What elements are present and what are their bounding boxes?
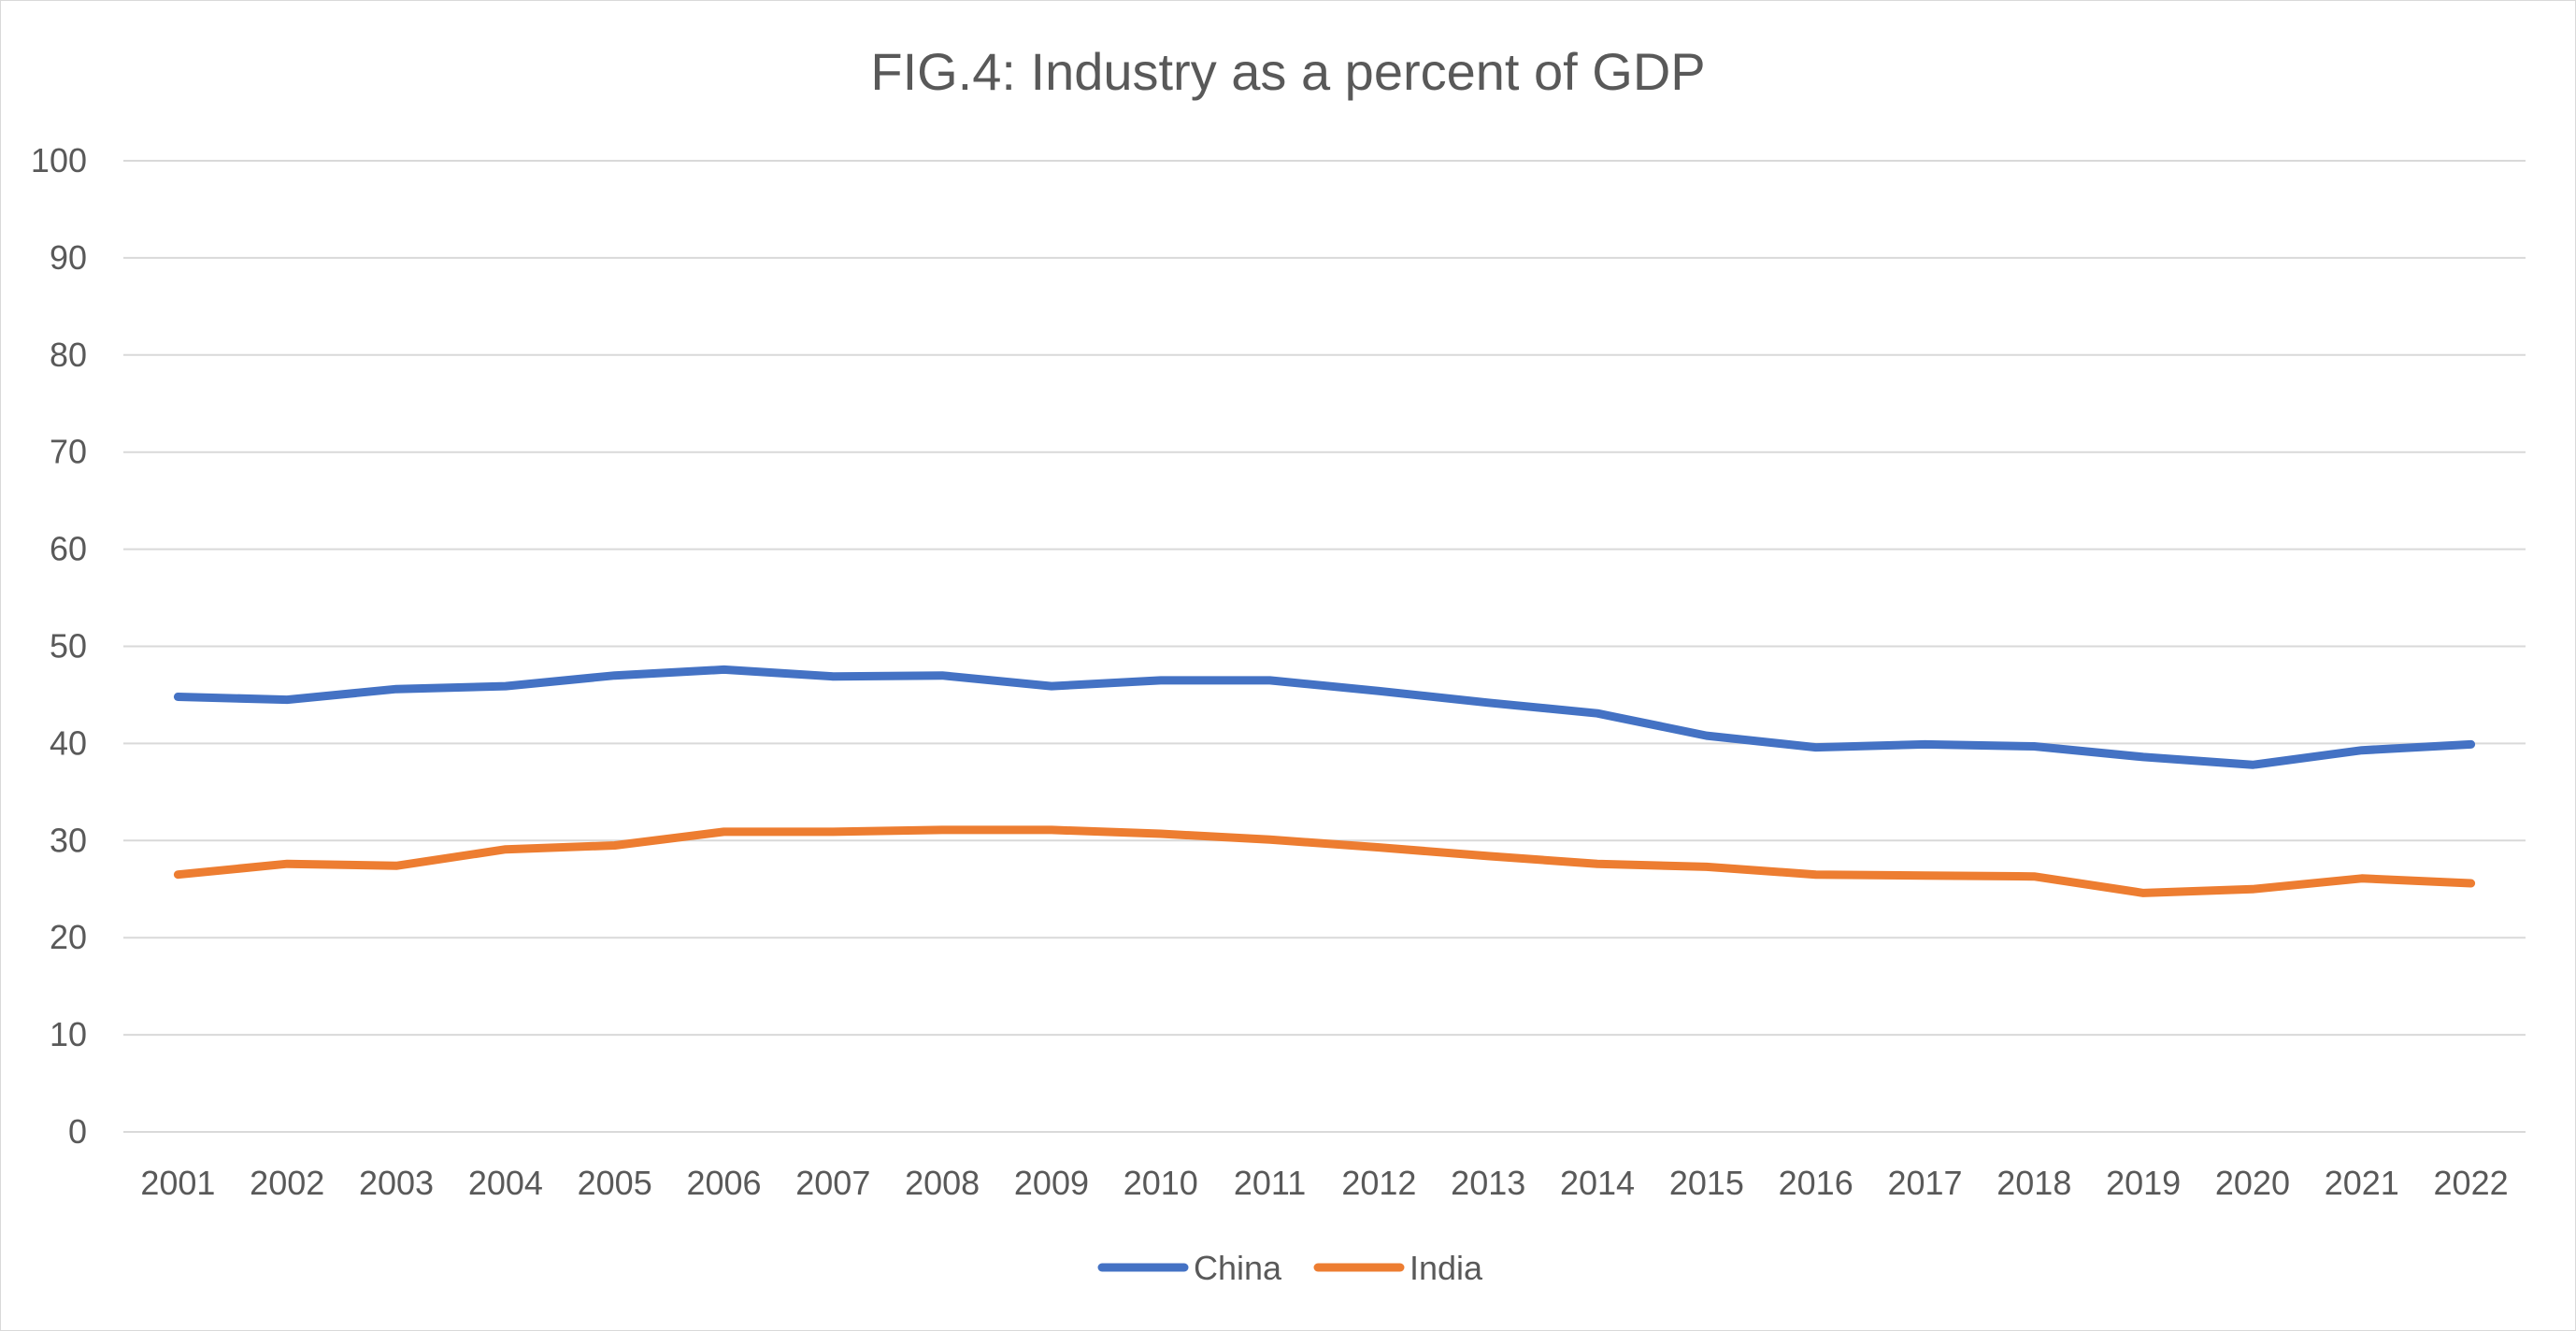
x-tick-label: 2013 bbox=[1451, 1164, 1525, 1202]
y-tick-label: 0 bbox=[68, 1112, 87, 1151]
series-line-india bbox=[173, 825, 2476, 897]
y-tick-label: 50 bbox=[50, 627, 87, 666]
x-tick-label: 2004 bbox=[468, 1164, 543, 1202]
x-tick-label: 2014 bbox=[1560, 1164, 1635, 1202]
legend-item-india[interactable]: India bbox=[1313, 1249, 1483, 1287]
x-tick-label: 2010 bbox=[1123, 1164, 1198, 1202]
y-tick-label: 20 bbox=[50, 918, 87, 956]
x-tick-label: 2003 bbox=[359, 1164, 434, 1202]
x-tick-label: 2011 bbox=[1234, 1164, 1306, 1202]
legend-label: India bbox=[1410, 1249, 1483, 1287]
gridlines bbox=[123, 160, 2526, 1133]
y-tick-label: 80 bbox=[50, 336, 87, 374]
y-tick-label: 90 bbox=[50, 238, 87, 277]
y-tick-label: 30 bbox=[50, 821, 87, 859]
y-tick-label: 10 bbox=[50, 1015, 87, 1053]
x-tick-label: 2016 bbox=[1779, 1164, 1853, 1202]
y-tick-label: 100 bbox=[31, 141, 87, 179]
x-tick-label: 2020 bbox=[2215, 1164, 2290, 1202]
x-tick-label: 2018 bbox=[1996, 1164, 2071, 1202]
y-tick-label: 40 bbox=[50, 723, 87, 762]
y-axis-tick-labels: 0 10 20 30 40 50 60 70 80 90 100 bbox=[31, 141, 87, 1151]
series-lines bbox=[173, 665, 2476, 897]
legend: China India bbox=[1097, 1249, 1483, 1287]
chart-title: FIG.4: Industry as a percent of GDP bbox=[870, 42, 1705, 101]
x-axis-tick-labels: 2001 2002 2003 2004 2005 2006 2007 2008 2009 2010… bbox=[140, 1164, 2508, 1202]
x-tick-label: 2022 bbox=[2434, 1164, 2509, 1202]
x-tick-label: 2009 bbox=[1014, 1164, 1089, 1202]
x-tick-label: 2007 bbox=[795, 1164, 870, 1202]
y-tick-label: 70 bbox=[50, 433, 87, 471]
x-tick-label: 2008 bbox=[905, 1164, 980, 1202]
x-tick-label: 2015 bbox=[1669, 1164, 1744, 1202]
x-tick-label: 2001 bbox=[140, 1164, 215, 1202]
x-tick-label: 2017 bbox=[1887, 1164, 1962, 1202]
x-tick-label: 2005 bbox=[578, 1164, 652, 1202]
x-tick-label: 2021 bbox=[2325, 1164, 2399, 1202]
x-tick-label: 2019 bbox=[2106, 1164, 2181, 1202]
y-tick-label: 60 bbox=[50, 530, 87, 568]
legend-label: China bbox=[1194, 1249, 1282, 1287]
x-tick-label: 2006 bbox=[686, 1164, 761, 1202]
legend-item-china[interactable]: China bbox=[1097, 1249, 1282, 1287]
x-tick-label: 2002 bbox=[250, 1164, 324, 1202]
series-line-china bbox=[173, 665, 2476, 769]
x-tick-label: 2012 bbox=[1341, 1164, 1416, 1202]
